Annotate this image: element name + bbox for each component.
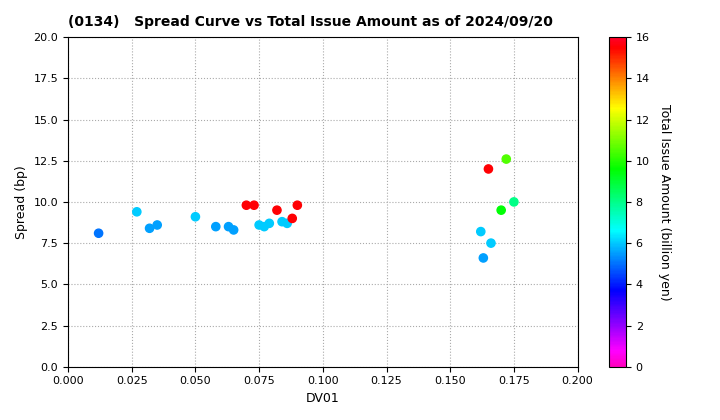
Point	[276, 218, 288, 225]
Point	[495, 207, 507, 213]
Point	[264, 220, 275, 227]
Point	[151, 222, 163, 228]
Point	[477, 255, 489, 261]
Point	[210, 223, 222, 230]
Point	[482, 165, 494, 172]
Point	[282, 220, 293, 227]
Y-axis label: Total Issue Amount (billion yen): Total Issue Amount (billion yen)	[657, 104, 670, 300]
Point	[228, 226, 240, 233]
Point	[258, 223, 270, 230]
Point	[508, 199, 520, 205]
Text: (0134)   Spread Curve vs Total Issue Amount as of 2024/09/20: (0134) Spread Curve vs Total Issue Amoun…	[68, 15, 553, 29]
Point	[500, 156, 512, 163]
Point	[240, 202, 252, 209]
Y-axis label: Spread (bp): Spread (bp)	[15, 165, 28, 239]
Point	[287, 215, 298, 222]
Point	[475, 228, 487, 235]
Point	[271, 207, 283, 213]
Point	[253, 222, 265, 228]
Point	[248, 202, 260, 209]
Point	[93, 230, 104, 236]
Point	[144, 225, 156, 232]
Point	[222, 223, 234, 230]
Point	[485, 240, 497, 247]
Point	[189, 213, 201, 220]
X-axis label: DV01: DV01	[306, 392, 340, 405]
Point	[292, 202, 303, 209]
Point	[131, 208, 143, 215]
